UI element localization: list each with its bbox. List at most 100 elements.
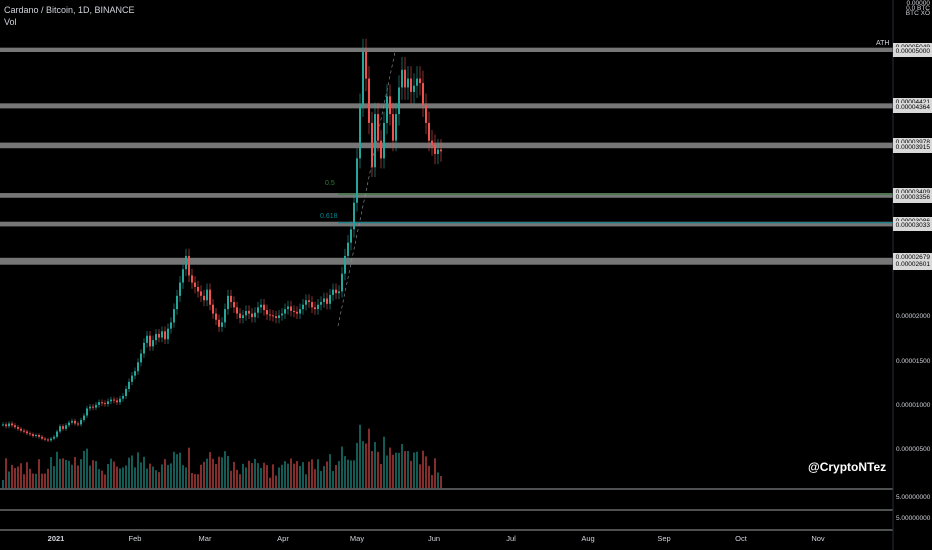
- candle[interactable]: [389, 96, 391, 115]
- candle[interactable]: [17, 427, 19, 429]
- candle[interactable]: [191, 275, 193, 283]
- candle[interactable]: [101, 402, 103, 404]
- candle[interactable]: [77, 423, 79, 425]
- candle[interactable]: [41, 436, 43, 439]
- candle[interactable]: [302, 304, 304, 310]
- resistance-zone[interactable]: [0, 193, 893, 198]
- candle[interactable]: [230, 295, 232, 303]
- candle[interactable]: [368, 78, 370, 123]
- candle[interactable]: [434, 145, 436, 154]
- candle[interactable]: [242, 315, 244, 318]
- candle[interactable]: [2, 424, 4, 426]
- resistance-zone[interactable]: [0, 221, 893, 227]
- candle[interactable]: [395, 114, 397, 141]
- candle[interactable]: [413, 85, 415, 92]
- candle[interactable]: [155, 333, 157, 341]
- candle[interactable]: [221, 322, 223, 327]
- candle[interactable]: [374, 114, 376, 168]
- candle[interactable]: [407, 78, 409, 88]
- candle[interactable]: [233, 302, 235, 308]
- candle[interactable]: [188, 255, 190, 276]
- candle[interactable]: [425, 105, 427, 123]
- candle[interactable]: [212, 304, 214, 314]
- candle[interactable]: [266, 310, 268, 315]
- candle[interactable]: [122, 396, 124, 399]
- candle[interactable]: [146, 335, 148, 343]
- candle[interactable]: [149, 335, 151, 347]
- candle[interactable]: [5, 424, 7, 427]
- candle[interactable]: [86, 408, 88, 416]
- candle[interactable]: [428, 122, 430, 141]
- candle[interactable]: [332, 289, 334, 295]
- candle[interactable]: [32, 434, 34, 436]
- candle[interactable]: [323, 298, 325, 303]
- candle[interactable]: [347, 242, 349, 256]
- candle[interactable]: [371, 122, 373, 168]
- candle[interactable]: [329, 294, 331, 304]
- candle[interactable]: [182, 269, 184, 283]
- candle[interactable]: [314, 307, 316, 310]
- candle[interactable]: [263, 304, 265, 311]
- candle[interactable]: [29, 433, 31, 435]
- candle[interactable]: [311, 302, 313, 308]
- candle[interactable]: [53, 436, 55, 439]
- candle[interactable]: [197, 286, 199, 292]
- candle[interactable]: [185, 255, 187, 270]
- candle[interactable]: [59, 426, 61, 432]
- candle[interactable]: [359, 105, 361, 159]
- candle[interactable]: [56, 431, 58, 437]
- candle[interactable]: [236, 307, 238, 314]
- candle[interactable]: [284, 309, 286, 314]
- candle[interactable]: [308, 300, 310, 303]
- candle[interactable]: [200, 291, 202, 296]
- candle[interactable]: [74, 420, 76, 424]
- candle[interactable]: [350, 229, 352, 243]
- resistance-zone[interactable]: [0, 257, 893, 265]
- candle[interactable]: [194, 282, 196, 287]
- candle[interactable]: [251, 313, 253, 318]
- candle[interactable]: [341, 273, 343, 292]
- candle[interactable]: [92, 406, 94, 408]
- candle[interactable]: [422, 83, 424, 106]
- candle[interactable]: [8, 423, 10, 427]
- candle[interactable]: [362, 52, 364, 106]
- candle[interactable]: [281, 313, 283, 316]
- candle[interactable]: [14, 425, 16, 428]
- candle[interactable]: [113, 399, 115, 401]
- candle[interactable]: [344, 255, 346, 274]
- candle[interactable]: [431, 140, 433, 146]
- candle[interactable]: [161, 331, 163, 338]
- top-axis-label[interactable]: 0.0 BTC: [906, 5, 930, 12]
- candle[interactable]: [137, 362, 139, 372]
- candle[interactable]: [89, 406, 91, 409]
- candle[interactable]: [140, 353, 142, 363]
- candle[interactable]: [356, 158, 358, 203]
- candle[interactable]: [134, 371, 136, 376]
- candle[interactable]: [353, 202, 355, 230]
- candle[interactable]: [71, 420, 73, 423]
- candle[interactable]: [125, 388, 127, 397]
- candle[interactable]: [269, 314, 271, 316]
- candle[interactable]: [206, 289, 208, 301]
- candle[interactable]: [380, 140, 382, 159]
- candle[interactable]: [152, 340, 154, 347]
- candle[interactable]: [299, 309, 301, 314]
- candle[interactable]: [437, 149, 439, 154]
- candle[interactable]: [320, 302, 322, 305]
- candle[interactable]: [239, 313, 241, 318]
- candle[interactable]: [164, 331, 166, 340]
- resistance-zone[interactable]: [0, 103, 893, 109]
- candle[interactable]: [65, 425, 67, 429]
- candle[interactable]: [326, 298, 328, 304]
- candle[interactable]: [23, 430, 25, 432]
- candle[interactable]: [98, 402, 100, 405]
- candle[interactable]: [383, 122, 385, 159]
- candle[interactable]: [290, 306, 292, 311]
- candle[interactable]: [158, 333, 160, 338]
- candle[interactable]: [11, 423, 13, 426]
- candle[interactable]: [44, 438, 46, 440]
- candle[interactable]: [365, 52, 367, 79]
- candle[interactable]: [227, 295, 229, 310]
- candle[interactable]: [173, 309, 175, 323]
